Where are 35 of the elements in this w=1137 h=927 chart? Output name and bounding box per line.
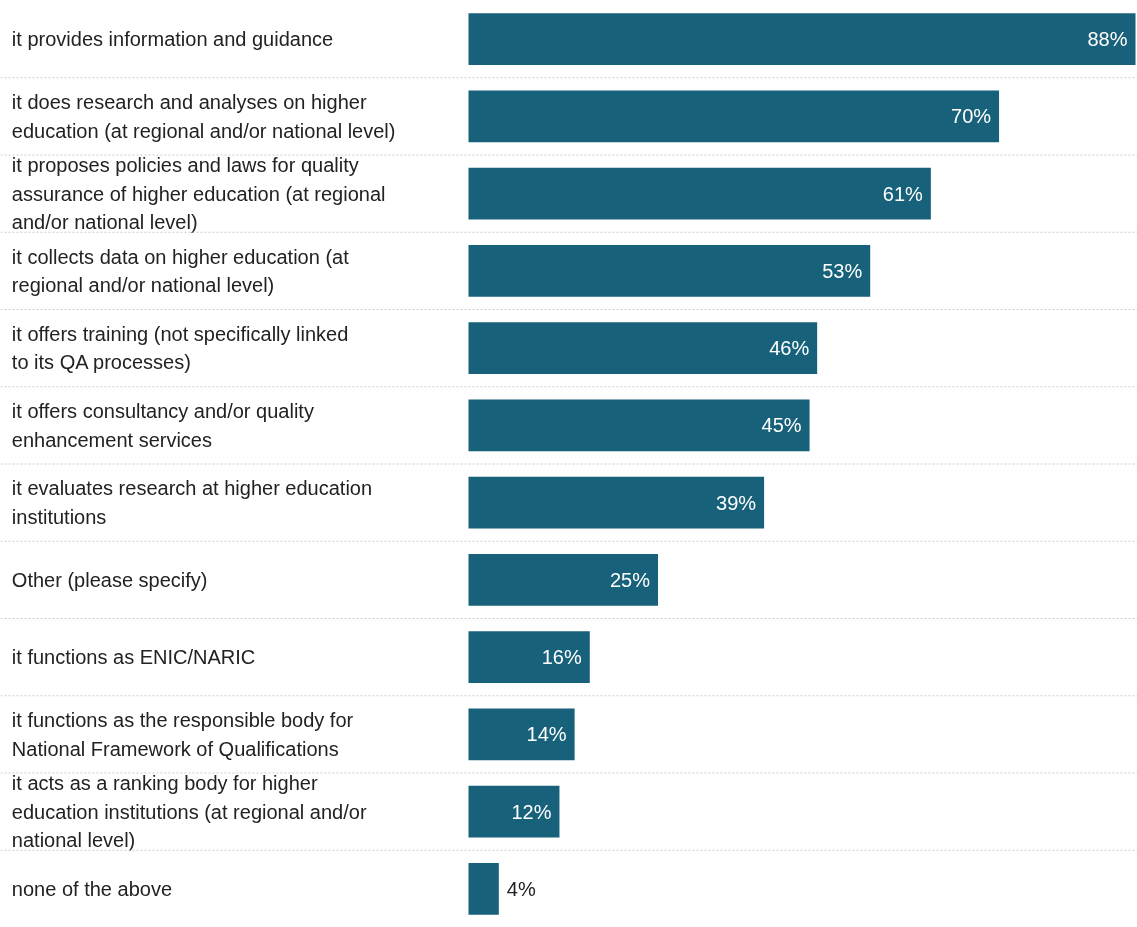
bar: [468, 476, 765, 529]
y-tick-label: it functions as ENIC/NARIC: [11, 646, 256, 669]
data-label: 39%: [716, 491, 757, 514]
data-label: 61%: [882, 182, 924, 205]
bar: [468, 245, 871, 297]
y-tick-label: none of the above: [11, 877, 173, 900]
y-tick-label: Other (please specify): [11, 568, 208, 591]
y-tick-label: it offers training (not specifically linked to its QA processes): [11, 322, 349, 374]
data-label: 53%: [822, 259, 863, 282]
data-label: 16%: [541, 646, 582, 669]
bar: [468, 322, 818, 374]
data-label: 12%: [511, 800, 552, 823]
data-label: 46%: [769, 337, 810, 360]
bar: [468, 708, 575, 761]
bar: [468, 631, 590, 683]
bar: [468, 167, 931, 220]
y-tick-label: it provides information and guidance: [11, 28, 334, 51]
y-tick-label: it acts as a ranking body for higher education institutions (at regional and/or national level): [11, 772, 367, 852]
bar: [468, 13, 1136, 65]
bar: [468, 90, 1000, 143]
y-tick-label: it does research and analyses on higher education (at regional and/or national level): [11, 91, 396, 142]
y-tick-label: it evaluates research at higher education institutions: [11, 477, 373, 528]
data-label: 14%: [526, 723, 567, 746]
data-label: 45%: [761, 414, 802, 437]
y-tick-label: it offers consultancy and/or quality enhancement services: [11, 400, 314, 451]
bar: [468, 554, 658, 606]
data-label: 4%: [506, 877, 536, 900]
bar: [468, 863, 499, 915]
bar: [468, 785, 560, 838]
data-label: 25%: [609, 568, 651, 591]
bar: [468, 399, 810, 452]
y-tick-label: it proposes policies and laws for quality assurance of higher education (at regional and/or national level): [11, 154, 386, 234]
data-label: 88%: [1087, 28, 1128, 51]
y-tick-label: it collects data on higher education (at regional and/or national level): [11, 245, 350, 297]
data-label: 70%: [951, 105, 992, 128]
